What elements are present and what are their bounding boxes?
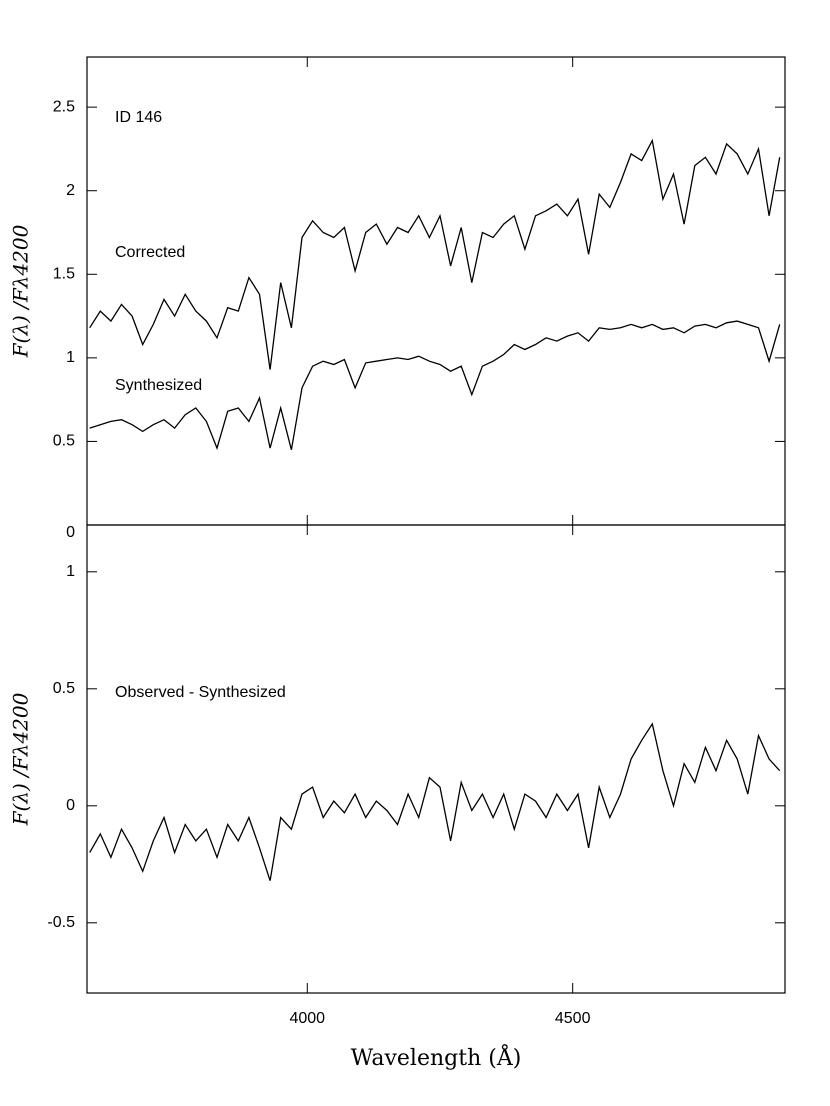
y-tick-label: 0.5 <box>53 433 75 450</box>
annotation: Corrected <box>115 244 185 261</box>
spectrum-line <box>89 722 781 881</box>
plot-frame <box>86 524 786 994</box>
y-tick-label: 1 <box>66 349 75 366</box>
plot-frame <box>86 56 786 526</box>
spectrum-line <box>89 138 781 370</box>
annotation: ID 146 <box>115 109 162 126</box>
y-tick-label: 1 <box>66 563 75 580</box>
y-tick-label: 2 <box>66 182 75 199</box>
y-tick-label: 0 <box>66 524 75 541</box>
y-tick-label: 0 <box>66 797 75 814</box>
y-tick-label: 1.5 <box>53 266 75 283</box>
spectrum-line <box>89 320 781 451</box>
annotation: Observed - Synthesized <box>115 684 286 701</box>
x-tick-label: 4000 <box>289 1010 325 1027</box>
y-axis-label: F(λ) /Fλ4200 <box>9 224 33 358</box>
annotation: Synthesized <box>115 377 202 394</box>
y-tick-label: 0.5 <box>53 680 75 697</box>
y-tick-label: 2.5 <box>53 98 75 115</box>
y-axis-label: F(λ) /Fλ4200 <box>9 692 33 826</box>
y-tick-label: -0.5 <box>47 914 75 931</box>
x-axis-label: Wavelength (Å) <box>351 1043 522 1071</box>
x-tick-label: 4500 <box>555 1010 591 1027</box>
